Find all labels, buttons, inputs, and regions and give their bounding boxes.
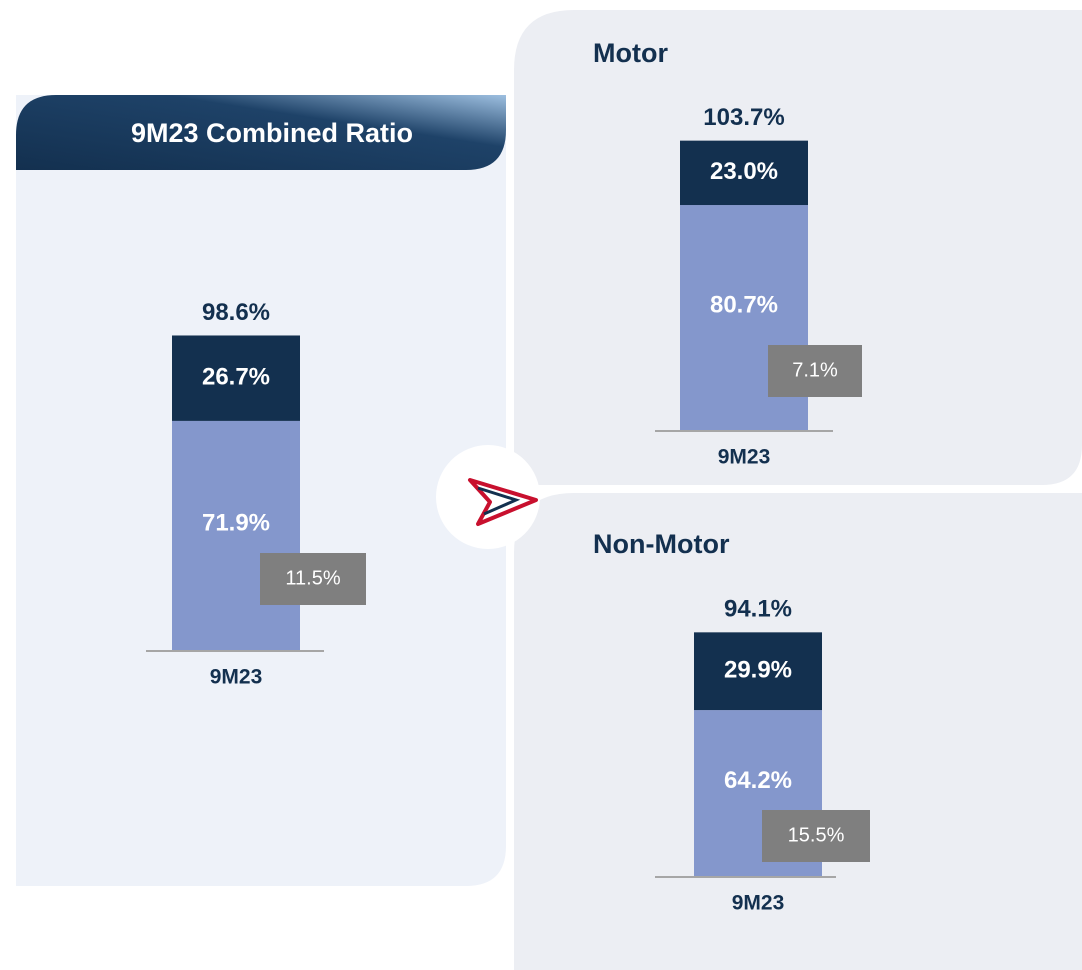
total-label: 103.7%	[703, 104, 784, 131]
inset-label: 11.5%	[285, 567, 340, 589]
arrow-icon	[468, 478, 538, 526]
inset-label: 15.5%	[788, 824, 845, 846]
total-label: 94.1%	[724, 596, 792, 623]
x-tick-label: 9M23	[210, 666, 263, 689]
value-label: 80.7%	[710, 291, 778, 318]
x-tick-label: 9M23	[718, 446, 771, 469]
value-label: 71.9%	[202, 509, 270, 536]
inset-label: 7.1%	[792, 359, 838, 381]
total-label: 98.6%	[202, 299, 270, 326]
bar-segment	[680, 140, 808, 206]
charts: 9M23 Combined Ratio 71.9% 26.7% 98.6% 11.5% 9…	[131, 38, 870, 915]
value-label: 64.2%	[724, 767, 792, 794]
bar-segment	[172, 420, 300, 651]
bar-segment	[694, 632, 822, 711]
value-label: 23.0%	[710, 158, 778, 185]
chart-title: Motor	[593, 38, 668, 68]
inset-box	[762, 810, 870, 862]
chart-title: Non-Motor	[593, 529, 730, 559]
x-tick-label: 9M23	[732, 892, 785, 915]
bar-segment	[172, 335, 300, 421]
panel-header	[16, 95, 506, 170]
inset-box	[768, 345, 862, 397]
chart-title: 9M23 Combined Ratio	[131, 118, 413, 148]
value-label: 29.9%	[724, 657, 792, 684]
value-label: 26.7%	[202, 364, 270, 391]
inset-box	[260, 553, 366, 605]
